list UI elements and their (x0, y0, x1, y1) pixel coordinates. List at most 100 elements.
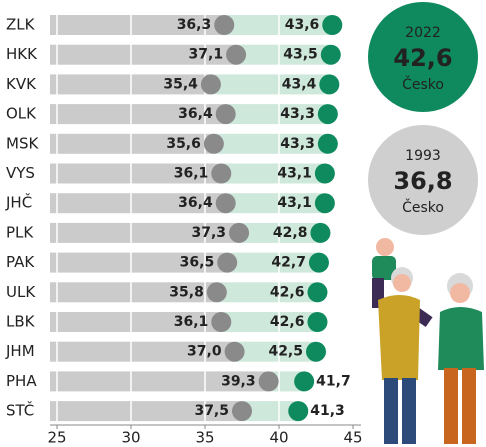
dot-1993 (258, 371, 279, 392)
bar-1993 (50, 163, 222, 184)
dot-2022 (310, 222, 331, 243)
dot-2022 (308, 252, 329, 273)
bar-2022 (236, 44, 331, 65)
average-name: Česko (402, 75, 444, 93)
category-label: HKK (6, 45, 38, 63)
value-label-1993: 35,8 (169, 284, 204, 300)
value-label-2022: 43,6 (285, 17, 320, 33)
dot-1993 (211, 163, 232, 184)
average-name: Česko (402, 198, 444, 216)
category-label: JHČ (5, 193, 32, 212)
dot-1993 (200, 74, 221, 95)
value-label-2022: 42,5 (268, 344, 303, 360)
category-label: PLK (6, 223, 34, 241)
dot-2022 (306, 341, 326, 362)
bar-2022 (242, 401, 299, 422)
value-label-1993: 39,3 (221, 373, 256, 389)
bar-1993 (50, 312, 222, 332)
category-label: JHM (5, 342, 35, 360)
bar-1993 (50, 104, 226, 125)
dot-2022 (314, 193, 335, 214)
average-value: 36,8 (393, 167, 452, 195)
dot-1993 (211, 312, 232, 332)
value-label-1993: 37,1 (189, 47, 224, 63)
category-label: VYS (6, 164, 35, 182)
bar-2022 (221, 163, 325, 184)
bar-2022 (268, 371, 305, 392)
value-label-1993: 37,0 (187, 344, 222, 360)
dot-1993 (224, 341, 245, 362)
bar-1993 (50, 282, 217, 303)
dot-2022 (317, 133, 338, 154)
value-label-1993: 37,5 (194, 403, 229, 419)
x-tick-label: 40 (269, 429, 288, 447)
x-tick-label: 30 (121, 429, 140, 447)
dot-1993 (206, 282, 227, 303)
value-label-2022: 41,7 (316, 373, 351, 389)
value-label-2022: 43,3 (280, 106, 315, 122)
bar-2022 (210, 74, 330, 95)
value-label-2022: 42,6 (270, 314, 305, 330)
value-label-1993: 35,4 (163, 76, 198, 92)
value-label-1993: 35,6 (166, 136, 201, 152)
dot-1993 (232, 401, 252, 422)
bar-1993 (50, 341, 235, 362)
category-label: LBK (6, 313, 36, 331)
dot-2022 (322, 15, 343, 35)
value-label-2022: 42,8 (273, 225, 308, 241)
dot-2022 (307, 282, 328, 303)
bar-1993 (50, 44, 237, 65)
bar-2022 (225, 193, 325, 214)
bar-1993 (50, 252, 228, 273)
value-label-2022: 43,3 (280, 136, 315, 152)
bar-1993 (50, 222, 240, 243)
average-year: 1993 (405, 148, 441, 164)
category-label: ULK (6, 283, 36, 301)
category-label: OLK (6, 105, 37, 123)
dot-1993 (215, 104, 236, 125)
average-badge (368, 125, 478, 235)
value-label-1993: 36,4 (178, 195, 213, 211)
bar-2022 (227, 252, 319, 273)
value-label-2022: 42,6 (270, 284, 305, 300)
dot-2022 (317, 104, 338, 125)
dot-1993 (214, 15, 235, 35)
bar-1993 (50, 15, 225, 35)
x-tick-label: 25 (47, 429, 66, 447)
dot-1993 (215, 193, 236, 214)
value-label-2022: 43,5 (283, 47, 318, 63)
bar-2022 (225, 104, 328, 125)
dot-2022 (314, 163, 335, 184)
dot-1993 (226, 44, 247, 65)
x-tick-label: 35 (195, 429, 214, 447)
dot-1993 (203, 133, 224, 154)
category-label: PHA (6, 372, 37, 390)
category-label: STČ (6, 401, 34, 420)
value-label-2022: 41,3 (310, 403, 345, 419)
bar-1993 (50, 401, 242, 422)
x-tick-label: 45 (343, 429, 362, 447)
value-label-1993: 36,5 (180, 255, 215, 271)
bar-1993 (50, 371, 269, 392)
bar-2022 (213, 133, 328, 154)
value-label-2022: 43,4 (282, 76, 317, 92)
bar-2022 (216, 282, 318, 303)
dot-2022 (320, 44, 341, 65)
bar-2022 (221, 312, 318, 332)
category-label: MSK (6, 134, 39, 152)
category-label: ZLK (6, 16, 36, 34)
average-year: 2022 (405, 25, 441, 41)
dot-2022 (288, 401, 309, 422)
average-value: 42,6 (393, 44, 452, 72)
illustration (372, 238, 484, 444)
category-label: PAK (6, 253, 35, 271)
value-label-1993: 36,4 (178, 106, 213, 122)
dot-2022 (307, 312, 328, 332)
bar-1993 (50, 193, 226, 214)
value-label-2022: 42,7 (271, 255, 306, 271)
value-label-1993: 36,1 (174, 166, 209, 182)
dot-1993 (217, 252, 238, 273)
average-badge (368, 2, 478, 112)
